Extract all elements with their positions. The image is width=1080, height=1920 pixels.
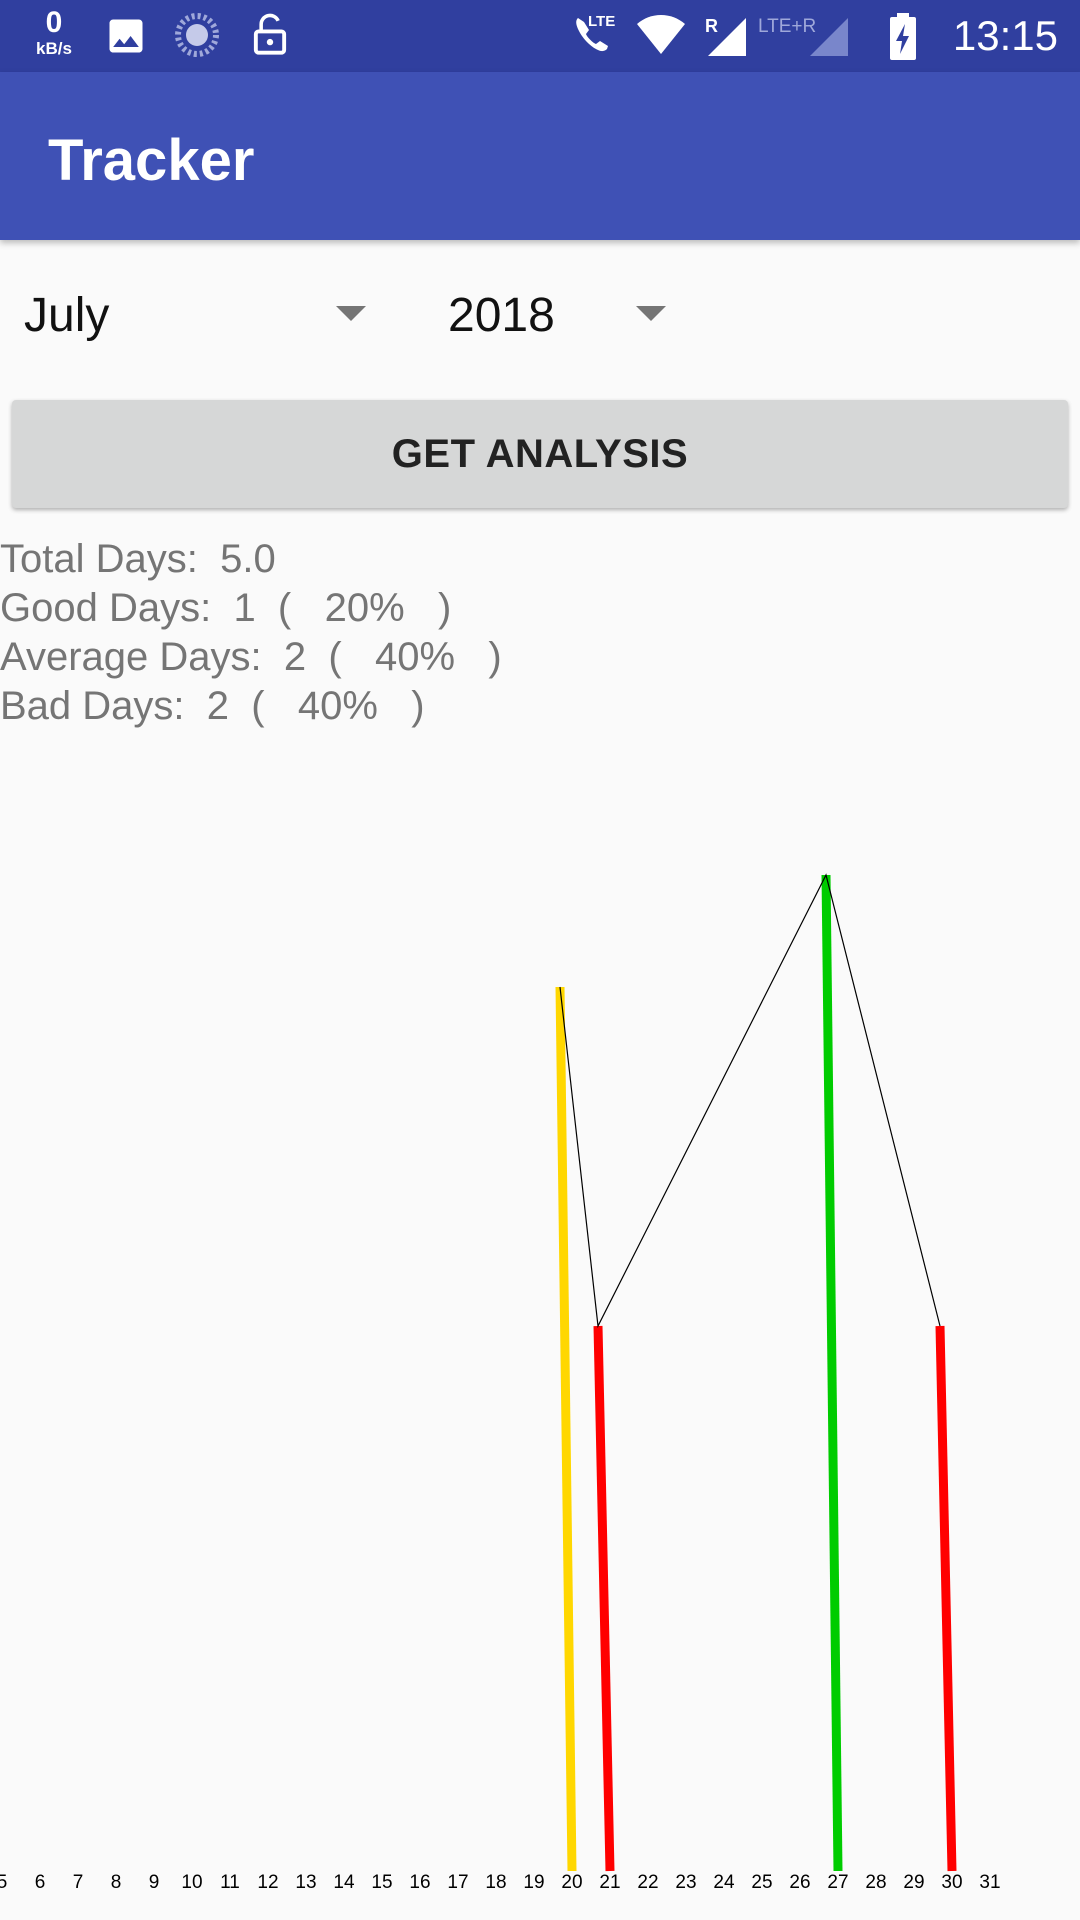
battery-charging-icon: [890, 13, 916, 60]
x-tick-label: 6: [34, 1872, 46, 1893]
x-tick-label: 9: [148, 1872, 160, 1893]
year-dropdown-arrow-icon: [636, 306, 666, 321]
x-tick-label: 11: [220, 1872, 240, 1893]
network-speed-value: 0: [45, 6, 63, 39]
x-tick-label: 13: [295, 1872, 317, 1893]
loading-icon: [175, 13, 219, 57]
x-tick-label: 10: [181, 1872, 203, 1893]
svg-text:LTE: LTE: [588, 13, 615, 30]
x-tick-label: 28: [865, 1872, 887, 1893]
network-speed: 0 kB/s: [28, 6, 80, 58]
signal-lte-icon: LTE+R: [758, 16, 848, 56]
bar-bad-day-30: [935, 1325, 957, 1872]
bar-average-day-20: [555, 986, 577, 1872]
bar-bad-day-21: [593, 1325, 615, 1872]
x-tick-label: 25: [751, 1872, 773, 1893]
app-title: Tracker: [48, 128, 255, 193]
month-value: July: [24, 289, 110, 342]
stats-panel: Total Days: 5.0 Good Days: 1 ( 20% ) Ave…: [0, 535, 502, 731]
mood-chart-plot: [555, 873, 957, 1872]
lte-call-icon: LTE: [576, 13, 615, 52]
bad-days-text: Bad Days: 2 ( 40% ): [0, 684, 425, 728]
x-tick-label: 15: [371, 1872, 393, 1893]
network-speed-unit: kB/s: [36, 39, 72, 58]
svg-text:LTE+R: LTE+R: [758, 16, 816, 37]
x-tick-label: 5: [0, 1872, 8, 1893]
x-tick-label: 27: [827, 1872, 849, 1893]
month-dropdown-arrow-icon: [336, 306, 366, 321]
x-tick-label: 18: [485, 1872, 507, 1893]
mood-chart: 5 6 7 8 9 10 11 12 13 14 15 16 17 18 19 20 21 22 23 24 25 26 2…: [0, 840, 1080, 1920]
total-days-text: Total Days: 5.0: [0, 537, 276, 581]
x-tick-label: 8: [110, 1872, 122, 1893]
x-tick-label: 21: [599, 1872, 621, 1893]
average-days-text: Average Days: 2 ( 40% ): [0, 635, 502, 679]
signal-icon: R: [705, 16, 746, 56]
clock: 13:15: [952, 12, 1058, 59]
unlock-icon: [253, 13, 287, 55]
x-tick-label: 24: [713, 1872, 735, 1893]
status-bar: 0 kB/s LTE R LTE+R 13:15: [0, 0, 1080, 72]
x-tick-label: 30: [941, 1872, 963, 1893]
x-tick-label: 12: [257, 1872, 279, 1893]
trend-line: [559, 873, 941, 1329]
x-tick-label: 7: [72, 1872, 84, 1893]
month-spinner[interactable]: July: [24, 270, 374, 354]
x-tick-label: 26: [789, 1872, 811, 1893]
x-tick-label: 31: [979, 1872, 1001, 1893]
wifi-icon: [637, 15, 685, 54]
bar-good-day-27: [821, 874, 843, 1872]
x-tick-label: 16: [409, 1872, 431, 1893]
year-spinner[interactable]: 2018: [448, 270, 688, 354]
good-days-text: Good Days: 1 ( 20% ): [0, 586, 452, 630]
year-value: 2018: [448, 289, 555, 342]
x-tick-label: 23: [675, 1872, 697, 1893]
x-tick-label: 20: [561, 1872, 583, 1893]
x-tick-label: 19: [523, 1872, 545, 1893]
image-icon: [109, 19, 143, 53]
x-tick-label: 17: [447, 1872, 469, 1893]
svg-text:R: R: [705, 16, 718, 36]
x-tick-label: 14: [333, 1872, 355, 1893]
app-bar: Tracker: [0, 72, 1080, 240]
get-analysis-button[interactable]: GET ANALYSIS: [12, 400, 1068, 508]
x-tick-label: 29: [903, 1872, 925, 1893]
x-tick-label: 22: [637, 1872, 659, 1893]
